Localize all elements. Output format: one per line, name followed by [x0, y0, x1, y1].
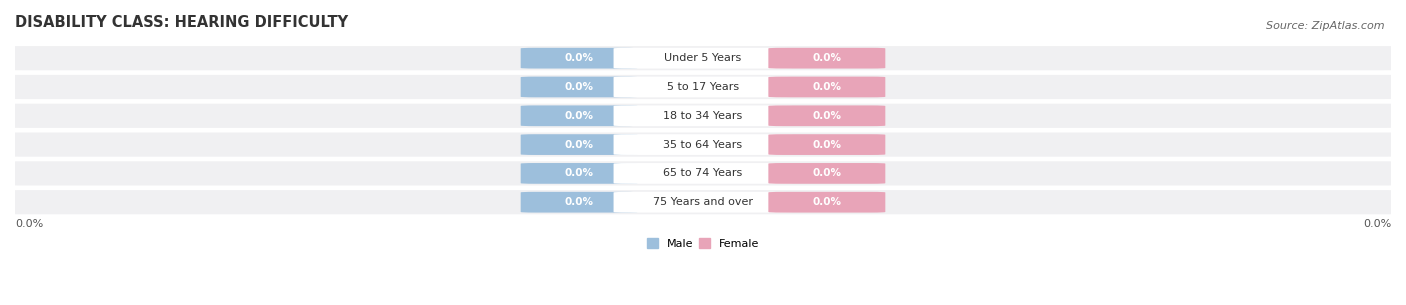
FancyBboxPatch shape [0, 46, 1406, 70]
FancyBboxPatch shape [520, 48, 638, 69]
Text: 0.0%: 0.0% [565, 53, 593, 63]
Text: 0.0%: 0.0% [565, 111, 593, 121]
FancyBboxPatch shape [613, 48, 793, 69]
Text: 0.0%: 0.0% [565, 82, 593, 92]
Text: Source: ZipAtlas.com: Source: ZipAtlas.com [1267, 21, 1385, 31]
Text: 5 to 17 Years: 5 to 17 Years [666, 82, 740, 92]
FancyBboxPatch shape [520, 163, 638, 184]
Text: DISABILITY CLASS: HEARING DIFFICULTY: DISABILITY CLASS: HEARING DIFFICULTY [15, 15, 349, 30]
Text: 35 to 64 Years: 35 to 64 Years [664, 140, 742, 149]
FancyBboxPatch shape [768, 77, 886, 97]
FancyBboxPatch shape [520, 192, 638, 213]
FancyBboxPatch shape [768, 163, 886, 184]
FancyBboxPatch shape [613, 134, 793, 155]
Legend: Male, Female: Male, Female [643, 234, 763, 253]
Text: 0.0%: 0.0% [15, 220, 44, 229]
FancyBboxPatch shape [768, 192, 886, 213]
Text: 65 to 74 Years: 65 to 74 Years [664, 168, 742, 178]
FancyBboxPatch shape [0, 190, 1406, 214]
FancyBboxPatch shape [613, 163, 793, 184]
FancyBboxPatch shape [613, 192, 793, 213]
Text: 0.0%: 0.0% [1362, 220, 1391, 229]
Text: 0.0%: 0.0% [813, 82, 841, 92]
FancyBboxPatch shape [0, 132, 1406, 157]
FancyBboxPatch shape [0, 104, 1406, 128]
Text: 0.0%: 0.0% [565, 140, 593, 149]
Text: 0.0%: 0.0% [813, 197, 841, 207]
FancyBboxPatch shape [768, 48, 886, 69]
Text: 18 to 34 Years: 18 to 34 Years [664, 111, 742, 121]
Text: 75 Years and over: 75 Years and over [652, 197, 754, 207]
Text: 0.0%: 0.0% [813, 140, 841, 149]
Text: Under 5 Years: Under 5 Years [665, 53, 741, 63]
FancyBboxPatch shape [613, 106, 793, 126]
FancyBboxPatch shape [520, 134, 638, 155]
Text: 0.0%: 0.0% [813, 111, 841, 121]
FancyBboxPatch shape [613, 77, 793, 97]
FancyBboxPatch shape [0, 75, 1406, 99]
FancyBboxPatch shape [768, 106, 886, 126]
Text: 0.0%: 0.0% [565, 197, 593, 207]
Text: 0.0%: 0.0% [813, 53, 841, 63]
Text: 0.0%: 0.0% [565, 168, 593, 178]
FancyBboxPatch shape [520, 77, 638, 97]
FancyBboxPatch shape [768, 134, 886, 155]
Text: 0.0%: 0.0% [813, 168, 841, 178]
FancyBboxPatch shape [520, 106, 638, 126]
FancyBboxPatch shape [0, 161, 1406, 185]
